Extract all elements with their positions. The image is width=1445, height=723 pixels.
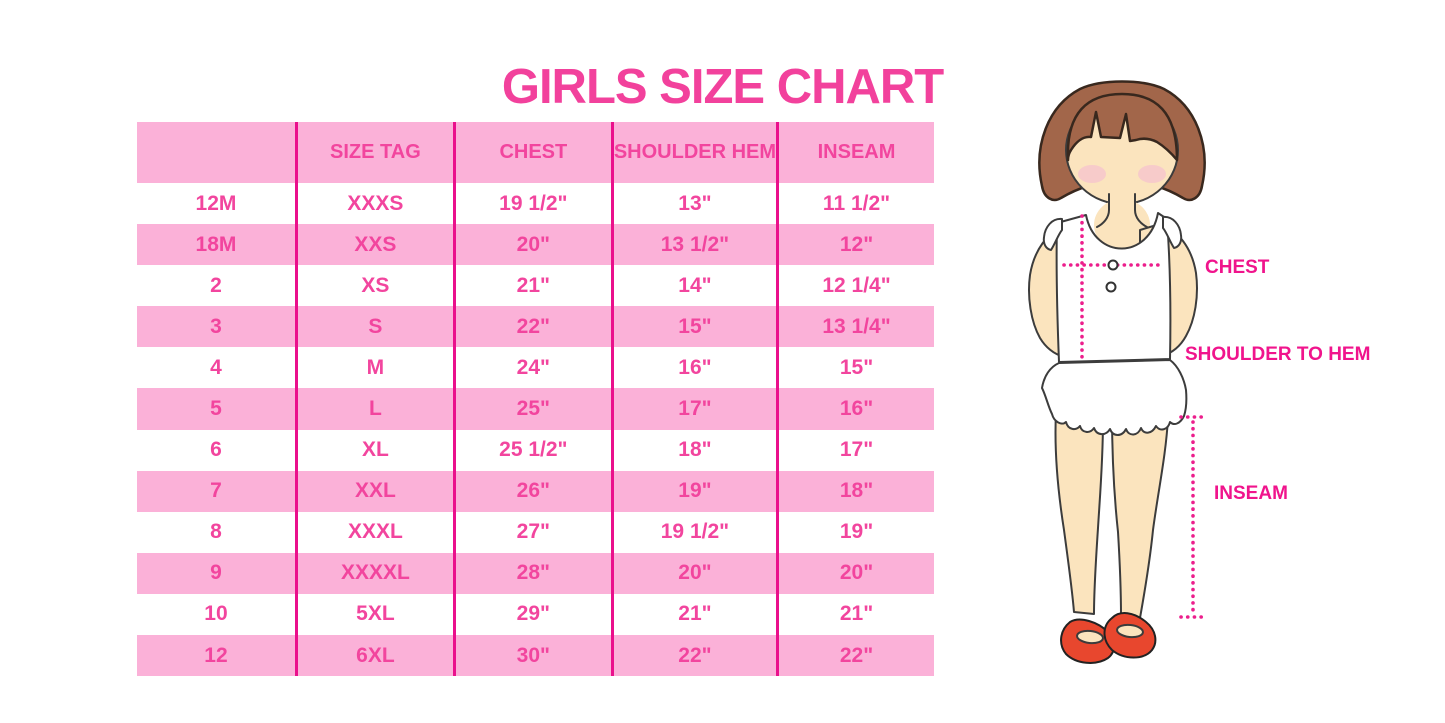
value-cell: 20": [776, 552, 934, 594]
value-cell: 24": [452, 347, 611, 389]
value-cell: XXXS: [294, 183, 453, 225]
value-cell: 27": [452, 511, 611, 553]
value-cell: 16": [776, 388, 934, 430]
size-cell: 4: [137, 347, 295, 389]
page-title: GIRLS SIZE CHART: [501, 59, 944, 114]
left-foot: [1076, 629, 1104, 645]
value-cell: 20": [610, 552, 777, 594]
bangs-icon: [1066, 92, 1179, 162]
girl-measurement-figure: CHEST SHOULDER TO HEM INSEAM: [1028, 80, 1370, 664]
size-cell: 3: [137, 306, 295, 348]
value-cell: XL: [294, 429, 453, 471]
value-cell: XXXL: [294, 511, 453, 553]
right-leg: [1111, 411, 1169, 619]
value-cell: 26": [452, 470, 611, 512]
top-button-2: [1105, 281, 1117, 293]
value-cell: 13": [610, 183, 777, 225]
size-table: SIZE TAG CHEST SHOULDER HEM INSEAM 12M XXXS 19…: [137, 122, 934, 677]
value-cell: 22": [776, 635, 934, 677]
value-cell: 20": [452, 224, 611, 266]
value-cell: 29": [452, 593, 611, 636]
left-shoulder-frill: [1042, 217, 1063, 251]
value-cell: 25": [452, 388, 611, 430]
header-cell: SIZE TAG: [294, 122, 453, 183]
left-leg: [1054, 411, 1104, 615]
value-cell: 17": [610, 388, 777, 430]
value-cell: 21": [452, 265, 611, 307]
value-cell: L: [294, 388, 453, 430]
value-cell: XXL: [294, 470, 453, 512]
right-shoulder-frill: [1162, 215, 1183, 249]
size-cell: 6: [137, 429, 295, 471]
size-cell: 9: [137, 552, 295, 594]
size-cell: 12M: [137, 183, 295, 225]
value-cell: XS: [294, 265, 453, 307]
value-cell: XXXXL: [294, 552, 453, 594]
header-cell: CHEST: [452, 122, 611, 183]
right-cheek-blush: [1138, 165, 1166, 183]
shoulder-to-hem-label: SHOULDER TO HEM: [1185, 344, 1370, 365]
size-cell: 2: [137, 265, 295, 307]
value-cell: 19 1/2": [452, 183, 611, 225]
value-cell: 19": [776, 511, 934, 553]
left-cheek-blush: [1078, 165, 1106, 183]
value-cell: XXS: [294, 224, 453, 266]
value-cell: 21": [776, 593, 934, 636]
value-cell: 6XL: [294, 635, 453, 677]
neck-outline: [1096, 193, 1148, 228]
value-cell: 13 1/4": [776, 306, 934, 348]
value-cell: 30": [452, 635, 611, 677]
size-cell: 7: [137, 470, 295, 512]
value-cell: 18": [610, 429, 777, 471]
size-cell: 8: [137, 511, 295, 553]
value-cell: 12 1/4": [776, 265, 934, 307]
value-cell: 18": [776, 470, 934, 512]
value-cell: 15": [776, 347, 934, 389]
girl-illustration: CHEST SHOULDER TO HEM INSEAM: [1028, 80, 1370, 664]
value-cell: 25 1/2": [452, 429, 611, 471]
value-cell: 5XL: [294, 593, 453, 636]
size-cell: 12: [137, 635, 295, 677]
chest-label: CHEST: [1205, 257, 1270, 278]
value-cell: 28": [452, 552, 611, 594]
right-foot: [1116, 623, 1144, 639]
value-cell: S: [294, 306, 453, 348]
skirt: [1041, 359, 1188, 436]
value-cell: 11 1/2": [776, 183, 934, 225]
size-cell: 5: [137, 388, 295, 430]
value-cell: 16": [610, 347, 777, 389]
value-cell: 22": [610, 635, 777, 677]
header-cell: SHOULDER HEM: [610, 122, 777, 183]
value-cell: 22": [452, 306, 611, 348]
value-cell: 12": [776, 224, 934, 266]
value-cell: 19": [610, 470, 777, 512]
size-cell: 18M: [137, 224, 295, 266]
header-cell: [137, 122, 295, 183]
value-cell: 19 1/2": [610, 511, 777, 553]
header-cell: INSEAM: [776, 122, 934, 183]
value-cell: 17": [776, 429, 934, 471]
value-cell: 14": [610, 265, 777, 307]
value-cell: M: [294, 347, 453, 389]
inseam-label: INSEAM: [1214, 483, 1288, 504]
size-cell: 10: [137, 593, 295, 636]
top-button-1: [1107, 259, 1119, 271]
value-cell: 15": [610, 306, 777, 348]
value-cell: 13 1/2": [610, 224, 777, 266]
value-cell: 21": [610, 593, 777, 636]
